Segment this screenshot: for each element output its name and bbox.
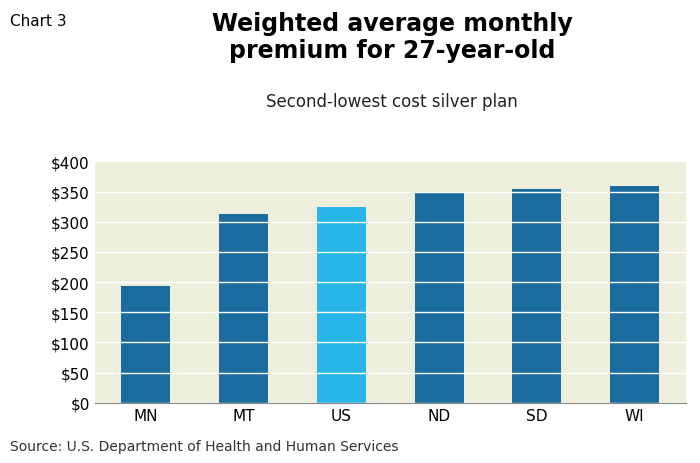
- Text: Second-lowest cost silver plan: Second-lowest cost silver plan: [266, 93, 518, 111]
- Text: Chart 3: Chart 3: [10, 14, 67, 29]
- Bar: [219, 214, 268, 403]
- Text: Weighted average monthly
premium for 27-year-old: Weighted average monthly premium for 27-…: [211, 12, 573, 63]
- Bar: [317, 207, 366, 403]
- Bar: [414, 192, 463, 403]
- Bar: [121, 287, 170, 403]
- Bar: [610, 186, 659, 403]
- Bar: [512, 189, 561, 403]
- Text: Source: U.S. Department of Health and Human Services: Source: U.S. Department of Health and Hu…: [10, 439, 399, 453]
